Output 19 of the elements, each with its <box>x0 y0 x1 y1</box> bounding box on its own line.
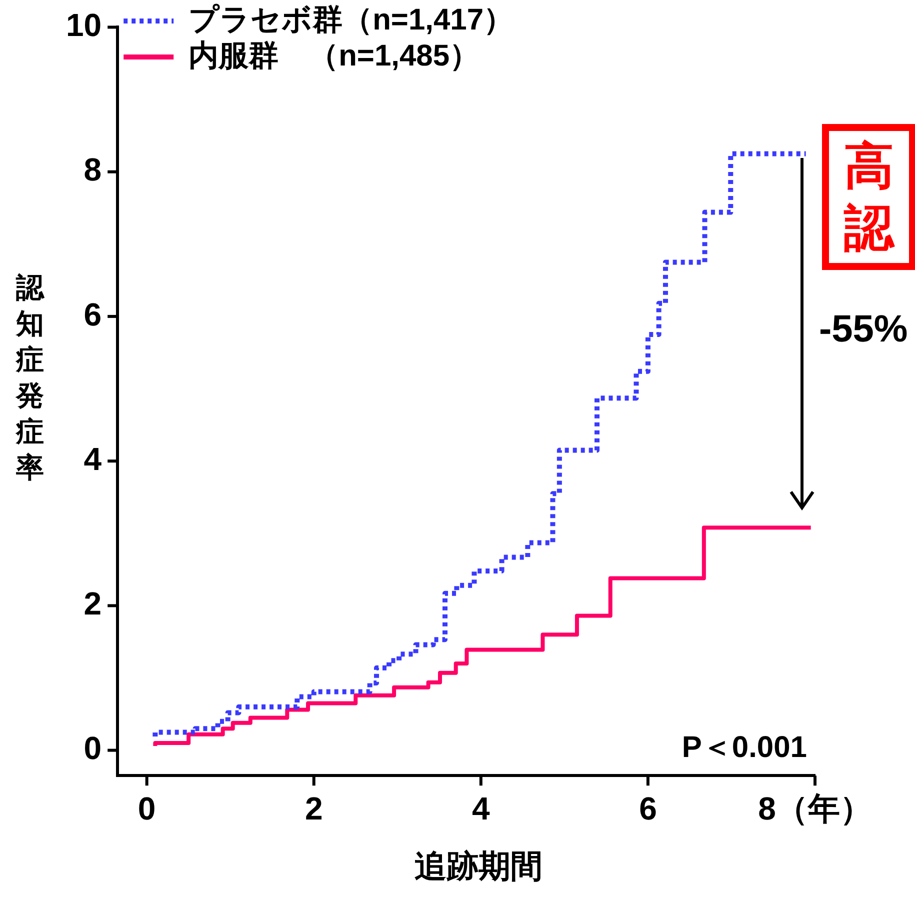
text: 高 <box>843 137 895 196</box>
annotation: P＜0.001 <box>682 730 807 764</box>
y-tick-label: 4 <box>84 440 102 477</box>
y-axis-title: 認知症発症率 <box>14 271 46 485</box>
x-tick-label: 6 <box>639 790 657 827</box>
x-tick-label: 0 <box>138 790 156 827</box>
x-axis-title: 追跡期間 <box>414 847 542 886</box>
y-tick-label: 8 <box>84 152 102 188</box>
y-tick-label: 10 <box>66 7 102 44</box>
x-tick-label: 8（年） <box>758 790 872 827</box>
y-tick-label: 6 <box>84 296 102 332</box>
text: 認 <box>842 199 896 258</box>
x-tick-label: 4 <box>472 790 490 827</box>
legend-label: 内服群 （n=1,485） <box>188 39 480 72</box>
text: -55% <box>819 308 908 350</box>
y-tick-label: 0 <box>84 730 102 766</box>
y-tick-label: 2 <box>84 586 102 622</box>
legend-label: プラセボ群（n=1,417） <box>188 3 514 36</box>
x-tick-label: 2 <box>304 790 323 827</box>
